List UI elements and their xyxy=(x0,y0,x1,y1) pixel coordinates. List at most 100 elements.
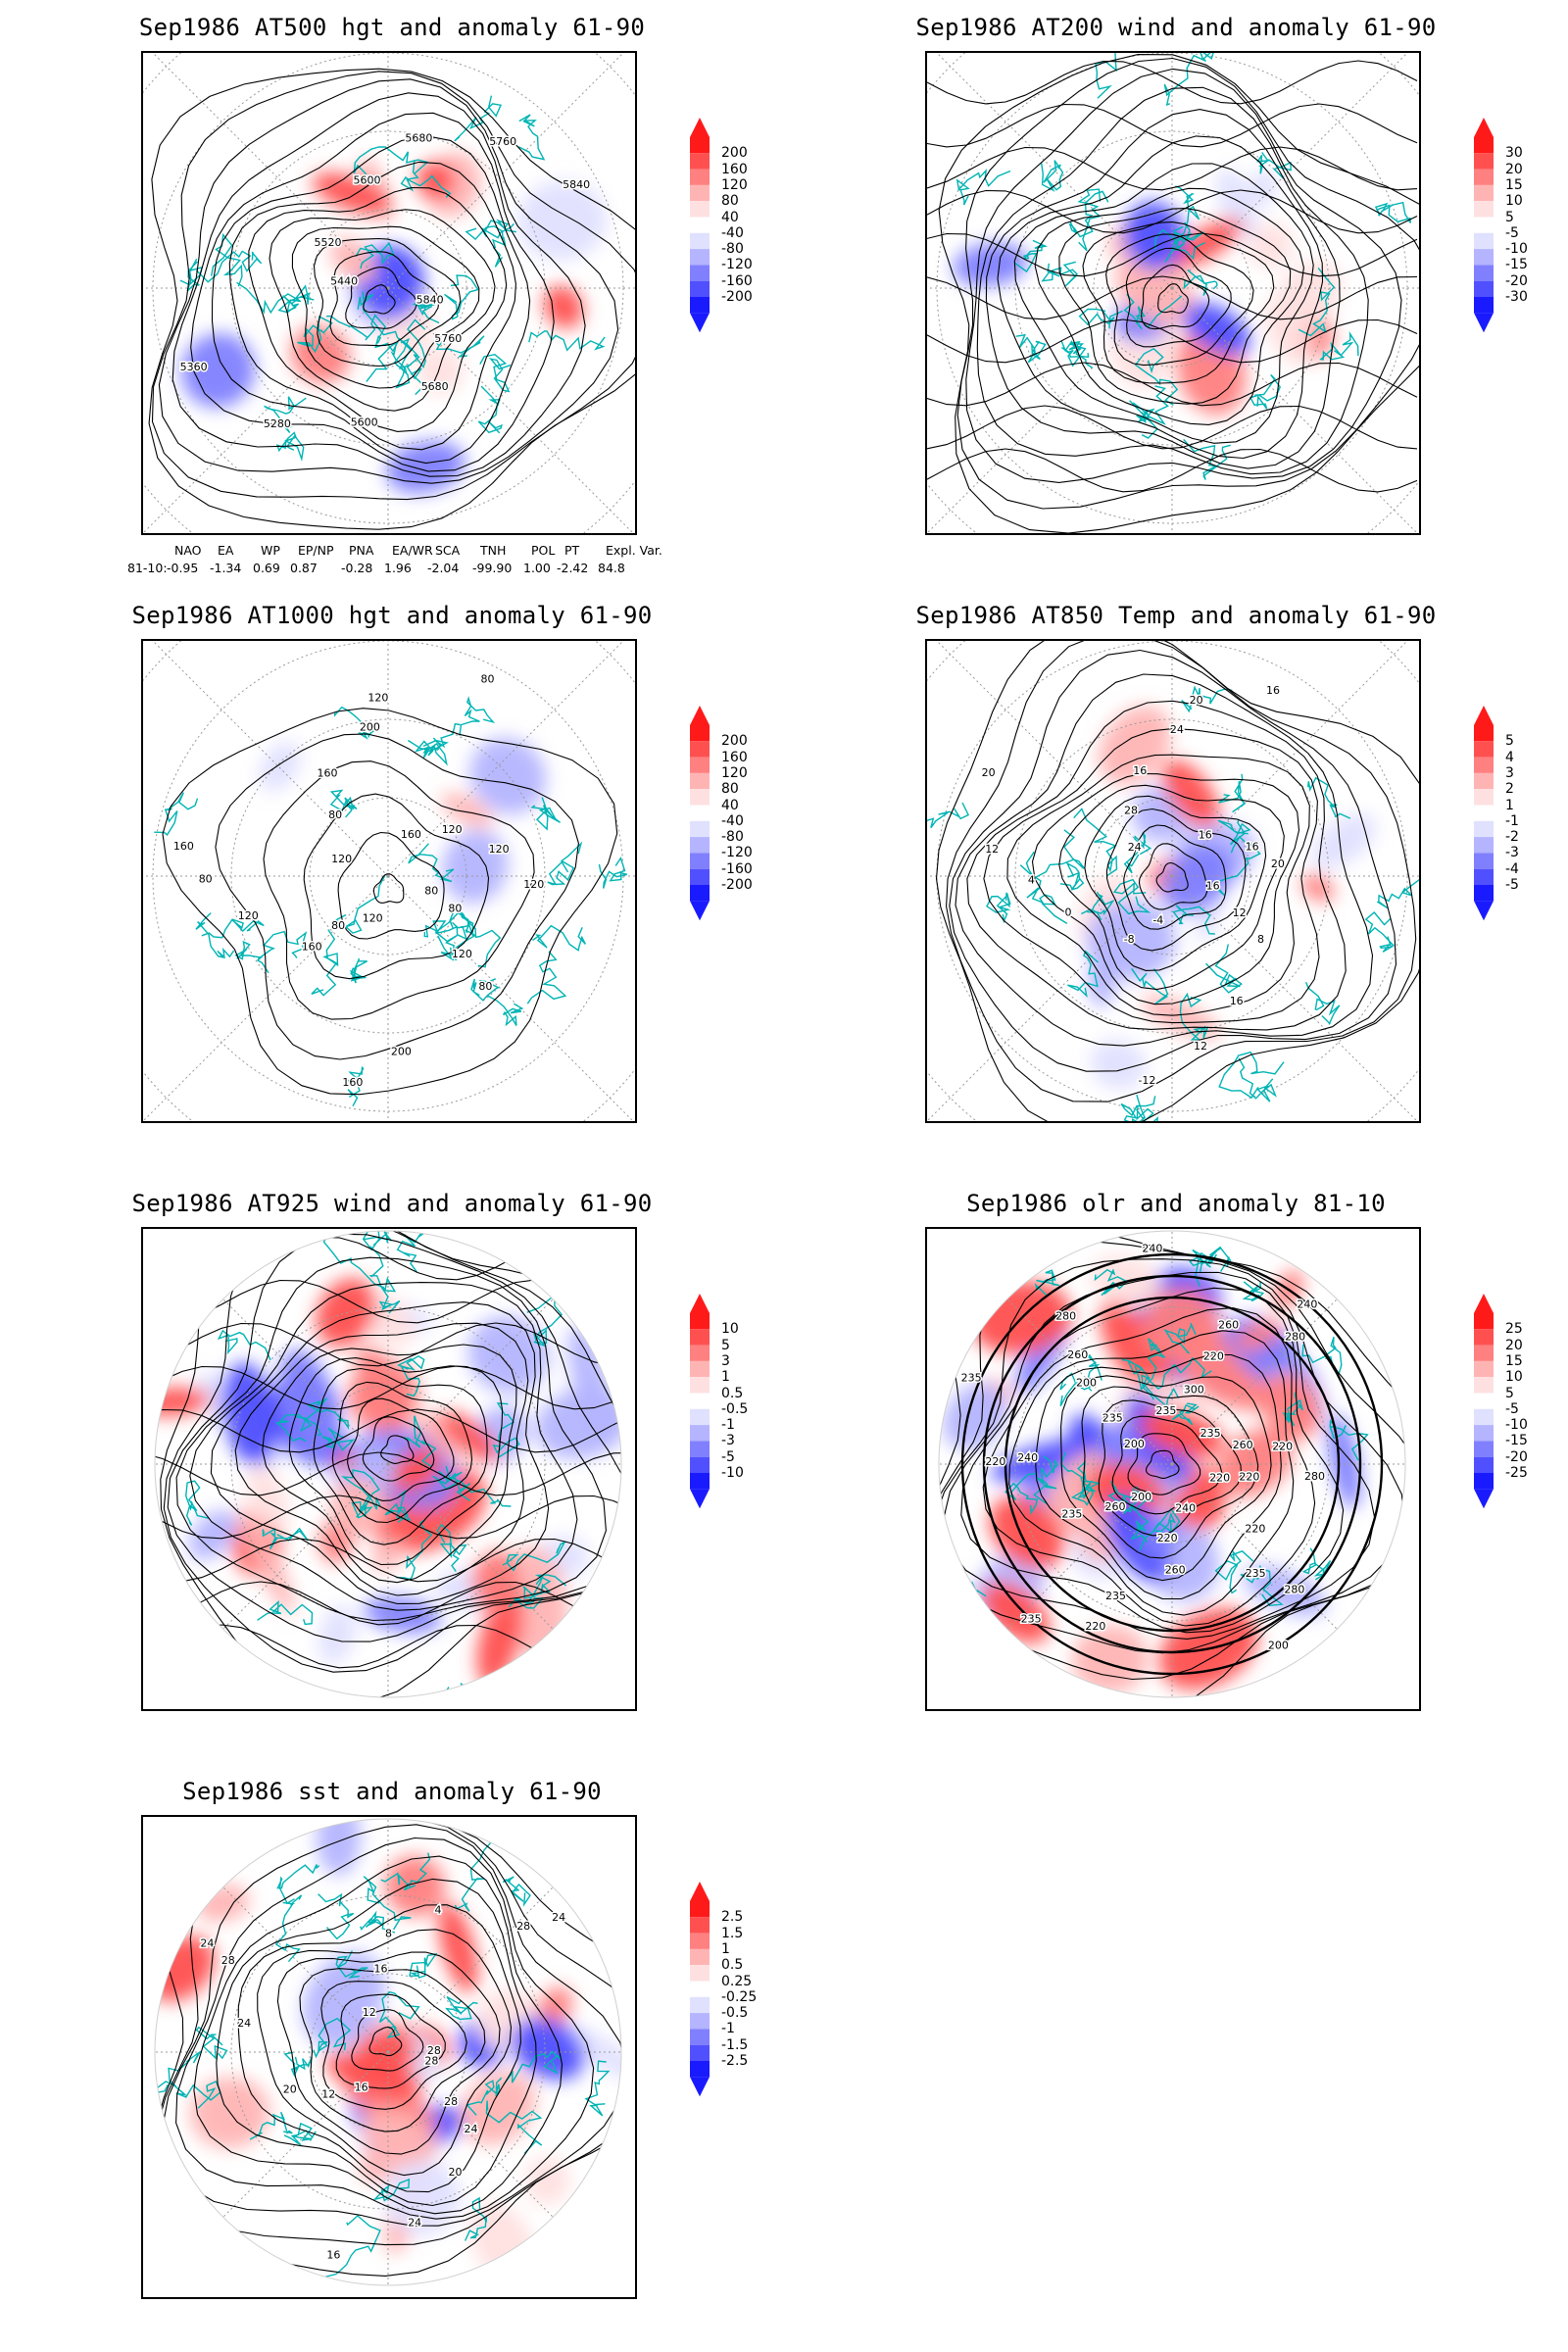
colorbar-swatch xyxy=(690,805,710,821)
colorbar-swatch xyxy=(1474,1329,1494,1346)
colorbar: 30 20 15 10 5 -5 -10 -15 -20 -30 xyxy=(1470,118,1568,412)
colorbar-label: 20 xyxy=(1505,1337,1523,1353)
contour-line xyxy=(329,251,440,347)
coastline-segment xyxy=(485,2100,543,2154)
colorbar-label: -2.5 xyxy=(721,2053,749,2069)
colorbar-label: -200 xyxy=(721,877,753,893)
contour-label: 260 xyxy=(1067,1348,1088,1361)
latlon-grid xyxy=(143,53,635,533)
colorbar-label: -20 xyxy=(1505,272,1528,289)
colorbar-swatch xyxy=(1474,741,1494,758)
colorbar-label: -160 xyxy=(721,860,753,877)
contour-label: 120 xyxy=(363,911,383,924)
coastline-segment xyxy=(1364,911,1395,953)
contour-label: 80 xyxy=(478,980,492,993)
coastline-segment xyxy=(1249,373,1282,410)
contour-line xyxy=(162,1824,621,2227)
panel-at925-wind: Sep1986 AT925 wind and anomaly 61-90 10 5… xyxy=(0,1176,784,1764)
coastline-segment xyxy=(1242,1281,1265,1302)
contour-line xyxy=(939,1231,1405,1697)
colorbar-swatch xyxy=(690,1425,710,1442)
colorbar-swatch xyxy=(690,757,710,773)
anomaly-patch xyxy=(1099,706,1172,786)
coastline-segment xyxy=(374,335,413,389)
colorbar: 2.5 1.5 1 0.5 0.25 -0.25 -0.5 -1 -1.5 -2.5 xyxy=(686,1882,784,2176)
colorbar-swatch xyxy=(690,1360,710,1378)
panel-title: Sep1986 sst and anomaly 61-90 xyxy=(182,1778,602,1805)
map-content xyxy=(155,1231,621,1697)
colorbar-label: 1.5 xyxy=(721,1925,744,1941)
coastline-segment xyxy=(526,951,567,1004)
coastline-segment xyxy=(282,284,315,313)
polar-map: 5840 5760 5680 5600 5280 5360 5440 5520 5600 5680… xyxy=(141,51,637,535)
contour-label: 0 xyxy=(1065,906,1072,918)
contour-line xyxy=(262,1344,517,1584)
colorbar-swatch xyxy=(1474,1408,1494,1426)
contour-line xyxy=(160,1231,621,1697)
contour-line xyxy=(228,161,516,451)
anomaly-shading xyxy=(953,167,1343,416)
anomaly-patch xyxy=(1167,219,1244,270)
contour-label: 24 xyxy=(552,1911,565,1924)
anomaly-patch xyxy=(1117,264,1186,300)
index-value: 84.8 xyxy=(598,561,625,575)
anomaly-patch xyxy=(989,1495,1065,1570)
contour-label: 120 xyxy=(489,843,510,856)
coastline-segment xyxy=(486,994,524,1027)
contour-line xyxy=(362,1416,435,1482)
colorbar-label: -10 xyxy=(721,1465,744,1481)
panel-sst: Sep1986 sst and anomaly 61-90 28 28 24 20 24… xyxy=(0,1764,784,2352)
coastline-segment xyxy=(347,1066,365,1107)
anomaly-patch xyxy=(1183,302,1251,356)
coastline-segment xyxy=(274,1894,303,1963)
panel-at1000-hgt: Sep1986 AT1000 hgt and anomaly 61-90 80 8… xyxy=(0,588,784,1176)
contour-label: 235 xyxy=(1246,1567,1266,1580)
streamline xyxy=(155,1365,621,1410)
colorbar-arrow-bottom xyxy=(1474,1489,1494,1509)
colorbar-label: 2 xyxy=(1505,781,1514,798)
contour-line xyxy=(291,225,480,389)
contour-label: 80 xyxy=(328,808,342,821)
contour-line xyxy=(955,673,1374,1047)
contour-label: 28 xyxy=(516,1920,530,1933)
colorbar-arrow-top xyxy=(1474,1294,1494,1313)
panel-title: Sep1986 olr and anomaly 81-10 xyxy=(966,1190,1386,1217)
meridian-line xyxy=(387,287,634,533)
anomaly-patch xyxy=(1235,1319,1282,1351)
contour-label: 260 xyxy=(1233,1439,1253,1451)
coastline-segment xyxy=(1173,221,1204,246)
contour-label: 260 xyxy=(1218,1319,1239,1332)
colorbar-swatch xyxy=(1474,297,1494,314)
anomaly-patch xyxy=(316,1819,361,1876)
colorbar-swatch xyxy=(690,297,710,314)
colorbar-label: -1.5 xyxy=(721,2036,749,2053)
contour-label: 235 xyxy=(1021,1613,1042,1626)
coastlines xyxy=(185,1231,567,1697)
coastline-segment xyxy=(547,841,583,886)
contour-line-bold xyxy=(982,1274,1362,1654)
contour-line xyxy=(211,135,531,465)
coastline-segment xyxy=(444,1683,483,1697)
coastline-segment xyxy=(1015,333,1047,364)
contour-label: 280 xyxy=(1284,1583,1304,1595)
colorbar-label: 5 xyxy=(1505,1385,1514,1401)
colorbar-label: 3 xyxy=(721,1352,730,1369)
colorbar-swatch xyxy=(1474,772,1494,790)
coastline-segment xyxy=(297,316,333,354)
coastline-segment xyxy=(276,1864,320,1905)
colorbar-swatch xyxy=(690,725,710,742)
anomaly-patch xyxy=(438,1902,478,1993)
contour-label: 220 xyxy=(1239,1471,1259,1484)
contour-line xyxy=(1105,233,1254,367)
colorbar-swatch xyxy=(690,1441,710,1457)
contour-label: 24 xyxy=(200,1937,214,1950)
colorbar-swatch xyxy=(1474,232,1494,250)
anomaly-patch xyxy=(385,441,466,494)
coastline-segment xyxy=(195,250,263,283)
contour-label: 220 xyxy=(1272,1441,1293,1453)
coastline-segment xyxy=(449,909,502,968)
contour-line xyxy=(976,86,1369,475)
contour-label: 80 xyxy=(481,673,495,686)
streamline xyxy=(927,60,1418,105)
coastline-segment xyxy=(326,314,386,344)
